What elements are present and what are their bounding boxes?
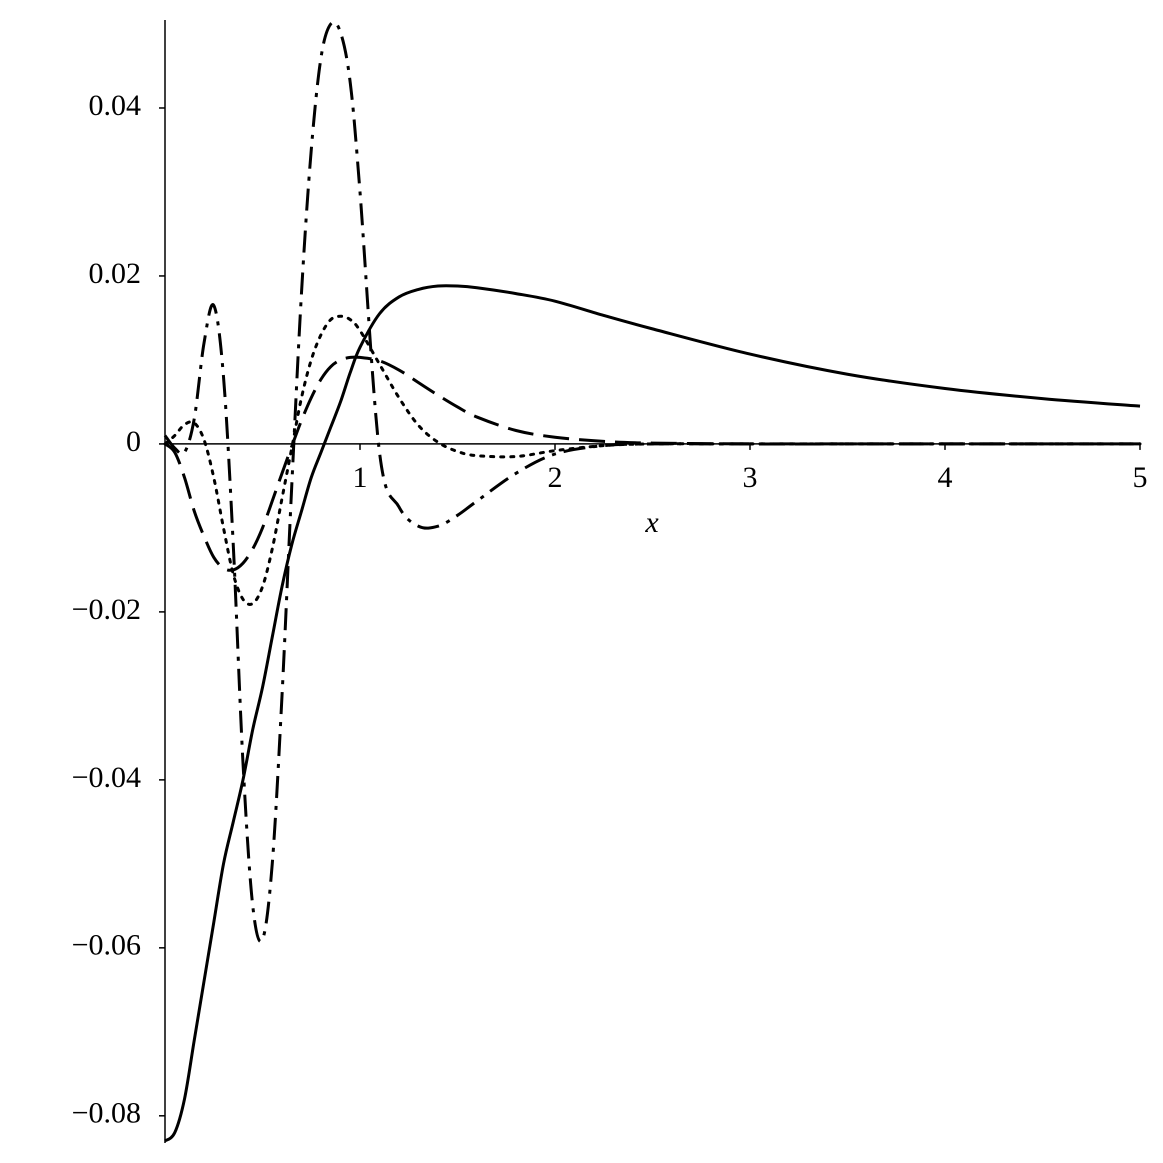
y-tick-label: −0.02 [72,593,141,626]
x-tick-label: 5 [1133,461,1148,494]
x-tick-label: 4 [938,461,953,494]
y-tick-label: −0.06 [72,929,141,962]
y-tick-label: −0.08 [72,1097,141,1130]
y-tick-label: 0 [126,425,141,458]
series-line [163,314,1142,606]
x-axis-label: x [644,506,659,539]
y-tick-label: −0.04 [72,761,141,794]
x-tick-label: 2 [548,461,563,494]
series-line [164,284,1141,1143]
y-tick-label: 0.02 [89,257,142,290]
y-tick-label: 0.04 [89,89,142,122]
series-line [163,20,1140,943]
x-tick-label: 1 [353,461,368,494]
x-tick-label: 3 [743,461,758,494]
